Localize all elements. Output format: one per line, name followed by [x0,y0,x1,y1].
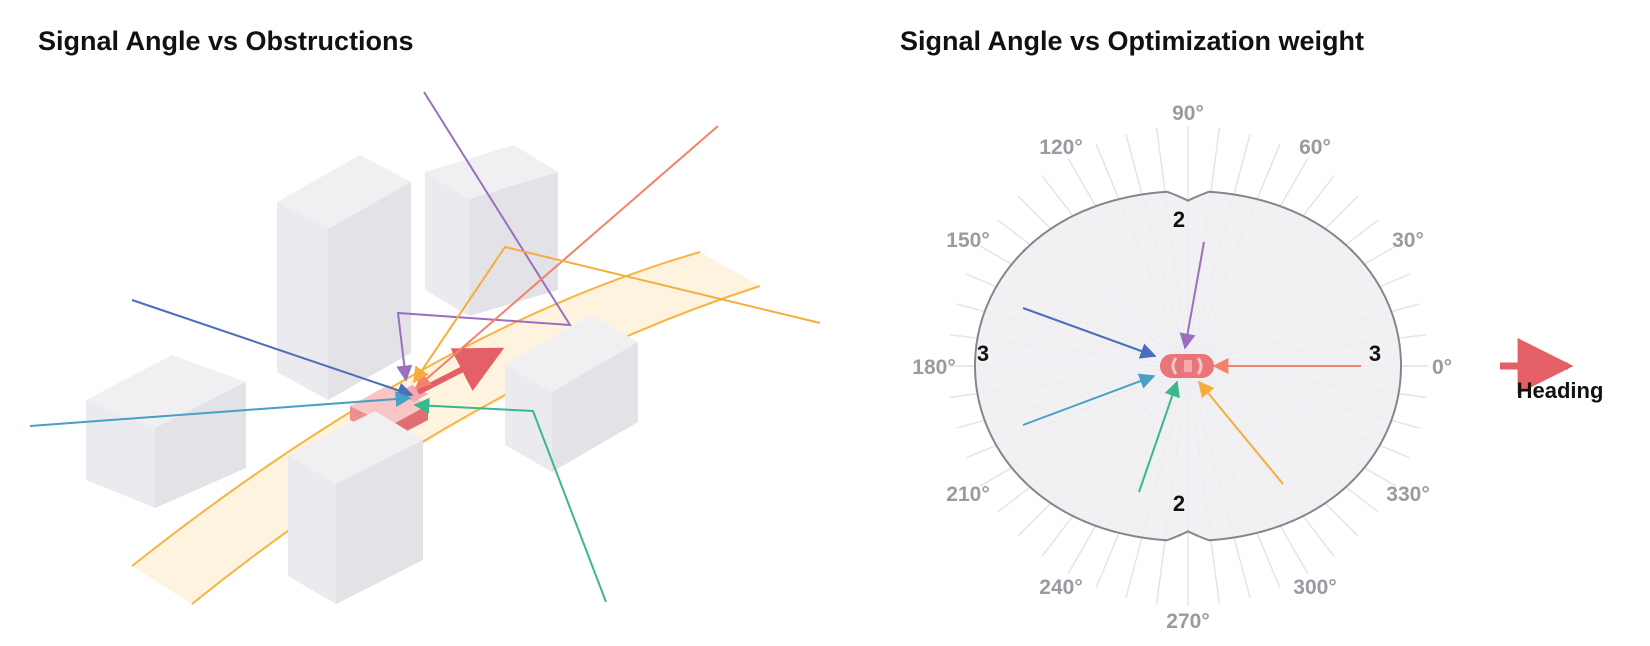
signal-path-green [413,397,607,603]
road-edge-lower [191,285,761,605]
building-back-left [277,155,411,400]
signal-arrow-yellow [1197,380,1284,485]
angle-label: 270° [1166,610,1209,633]
angle-label: 300° [1293,576,1336,599]
angle-label: 0° [1432,356,1452,379]
city-scene [29,91,821,605]
building-back-right [425,145,558,316]
angle-label: 330° [1386,483,1429,506]
signal-path-cyan [29,391,412,427]
polar-chart: 0° 30° 60° 90° 120° 150° 180° 210° 240° 270° 300° 3… [912,102,1603,633]
angle-label: 90° [1172,102,1204,125]
polar-angle-labels: 0° 30° 60° 90° 120° 150° 180° 210° 240° 270° 300° 3… [912,102,1452,633]
left-panel-title: Signal Angle vs Obstructions [38,26,414,56]
angle-label: 150° [946,229,989,252]
angle-label: 210° [946,483,989,506]
angle-label: 240° [1039,576,1082,599]
signal-arrow-blue [1022,307,1157,359]
building-far-left [86,355,246,508]
signal-arrow-purple [1179,241,1205,350]
heading-legend-label: Heading [1517,378,1604,403]
car-top-view [1160,354,1214,378]
signal-path-orange [414,125,719,390]
angle-label: 180° [912,356,955,379]
signal-path-blue [131,299,414,398]
signal-arrow-green [1138,380,1180,493]
weight-label-top: 2 [1173,207,1185,232]
weight-label-right: 3 [1369,341,1381,366]
weight-label-left: 3 [977,341,989,366]
signal-path-yellow [413,245,821,384]
weight-label-bottom: 2 [1173,491,1185,516]
signal-arrow-cyan [1022,373,1156,426]
right-panel-title: Signal Angle vs Optimization weight [900,26,1365,56]
angle-label: 60° [1299,136,1331,159]
building-right [505,315,638,472]
building-front [288,411,423,604]
angle-label: 120° [1039,136,1082,159]
angle-label: 30° [1392,229,1424,252]
signal-path-purple [396,91,572,382]
